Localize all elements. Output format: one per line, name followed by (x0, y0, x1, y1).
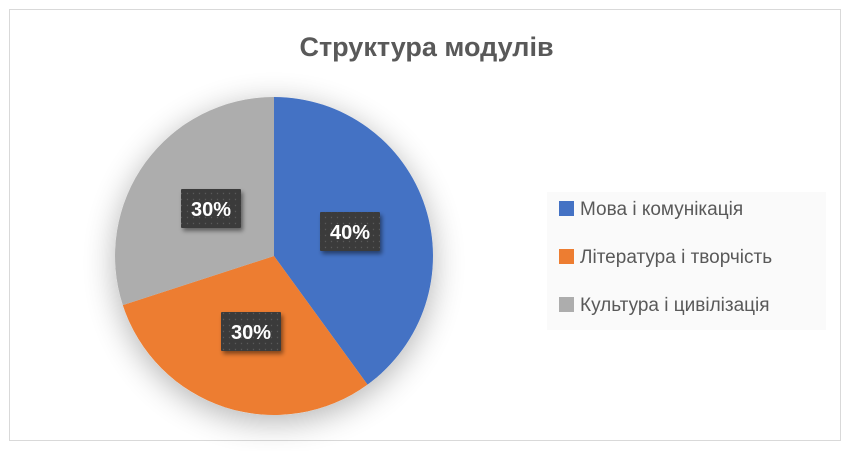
svg-text:30%: 30% (191, 199, 231, 221)
svg-text:Мова і комунікація: Мова і комунікація (580, 199, 743, 220)
svg-text:Культура і цивілізація: Культура і цивілізація (580, 295, 770, 316)
svg-text:40%: 40% (330, 222, 370, 244)
svg-text:30%: 30% (231, 322, 271, 344)
svg-text:Література і творчість: Література і творчість (580, 247, 772, 268)
